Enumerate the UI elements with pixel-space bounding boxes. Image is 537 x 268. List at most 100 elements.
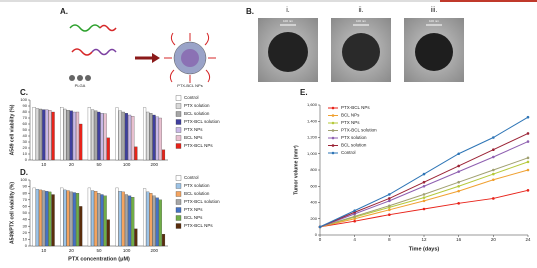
legend-label: BCL NPs xyxy=(341,113,360,118)
legend-label: Control xyxy=(184,95,199,100)
legend-label: PTX-BCL NPs xyxy=(184,223,213,228)
x-tick-label: 100 xyxy=(123,162,131,167)
legend-label: PTX-BCL solution xyxy=(341,128,377,133)
bar xyxy=(94,191,98,247)
point xyxy=(492,148,495,151)
point xyxy=(492,172,495,176)
x-tick-label: 50 xyxy=(96,162,102,167)
y-axis-label: A549/PTX cell viability (%) xyxy=(9,182,15,244)
bar xyxy=(152,114,156,161)
bar xyxy=(97,111,101,161)
bar xyxy=(42,190,46,247)
x-axis-label: Time (days) xyxy=(409,246,440,252)
bar xyxy=(60,187,64,247)
y-tick-label: 0 xyxy=(25,157,28,162)
x-tick-label: 50 xyxy=(96,248,102,253)
point xyxy=(457,152,460,156)
bar xyxy=(124,113,128,161)
bar xyxy=(158,117,162,161)
bar xyxy=(90,109,95,161)
bar xyxy=(131,197,135,247)
x-tick-label: 200 xyxy=(150,248,158,253)
legend-swatch xyxy=(331,136,335,140)
point xyxy=(526,115,530,119)
point xyxy=(388,204,391,208)
bar xyxy=(155,116,159,161)
point xyxy=(457,189,460,193)
bar xyxy=(124,194,128,247)
bar xyxy=(76,111,80,161)
bar xyxy=(66,190,70,247)
bar xyxy=(149,113,153,161)
x-tick-label: 12 xyxy=(421,237,427,242)
legend-swatch xyxy=(175,95,182,101)
bar xyxy=(79,123,83,161)
legend-swatch xyxy=(175,143,182,149)
legend-label: PTX NPs xyxy=(341,120,360,125)
bar xyxy=(128,114,132,161)
y-tick-label: 50 xyxy=(23,127,28,132)
x-tick-label: 100 xyxy=(123,248,131,253)
y-tick-label: 0 xyxy=(315,232,318,237)
y-tick-label: 90 xyxy=(23,184,28,189)
point xyxy=(492,155,495,159)
bar xyxy=(45,191,49,247)
legend-swatch xyxy=(175,127,182,133)
point xyxy=(492,178,495,182)
bar xyxy=(51,194,55,247)
panel-letter: D. xyxy=(20,168,28,177)
y-tick-label: 20 xyxy=(23,230,28,235)
bar xyxy=(146,111,150,161)
legend-label: PTX solution xyxy=(184,183,210,188)
point xyxy=(492,197,495,200)
point xyxy=(422,196,426,199)
point xyxy=(388,193,391,196)
y-tick-label: 90 xyxy=(23,103,28,108)
legend-swatch xyxy=(175,135,182,141)
y-tick-label: 800 xyxy=(310,167,317,172)
bar xyxy=(143,107,147,161)
legend-swatch xyxy=(331,106,335,110)
bar xyxy=(128,195,132,247)
legend-label: PTX-BCL NPs xyxy=(341,105,370,110)
scale-bar-label: 100 nm xyxy=(356,19,367,23)
y-tick-label: 40 xyxy=(23,133,28,138)
point xyxy=(388,199,391,203)
x-tick-label: 16 xyxy=(456,237,462,242)
point xyxy=(422,193,426,196)
point xyxy=(353,215,356,218)
y-tick-label: 60 xyxy=(23,203,28,208)
bar xyxy=(115,187,119,247)
point xyxy=(526,140,530,143)
bar xyxy=(42,109,46,161)
point xyxy=(388,197,391,200)
bar xyxy=(35,189,39,247)
legend-swatch xyxy=(175,183,182,189)
bar xyxy=(51,111,55,161)
x-tick-label: 24 xyxy=(525,237,531,242)
y-tick-label: 1,000 xyxy=(307,151,318,156)
x-tick-label: 10 xyxy=(41,248,47,253)
bar xyxy=(149,193,153,247)
bar xyxy=(69,191,73,247)
y-tick-label: 80 xyxy=(23,109,28,114)
x-tick-label: 200 xyxy=(150,162,158,167)
bar xyxy=(155,197,159,247)
y-tick-label: 0 xyxy=(25,243,28,248)
point xyxy=(526,132,530,135)
point xyxy=(353,209,356,212)
legend-label: BCL solution xyxy=(184,111,210,116)
schematic xyxy=(69,24,216,83)
tem-label: i. xyxy=(286,7,290,14)
bar xyxy=(161,233,166,247)
bar xyxy=(79,206,83,247)
y-tick-label: 400 xyxy=(310,200,317,205)
bar xyxy=(106,137,110,161)
legend-swatch xyxy=(331,144,335,147)
legend-swatch xyxy=(331,151,335,155)
point xyxy=(526,168,530,172)
legend-label: BCL solution xyxy=(184,191,210,196)
line xyxy=(319,157,529,228)
y-tick-label: 40 xyxy=(23,217,28,222)
